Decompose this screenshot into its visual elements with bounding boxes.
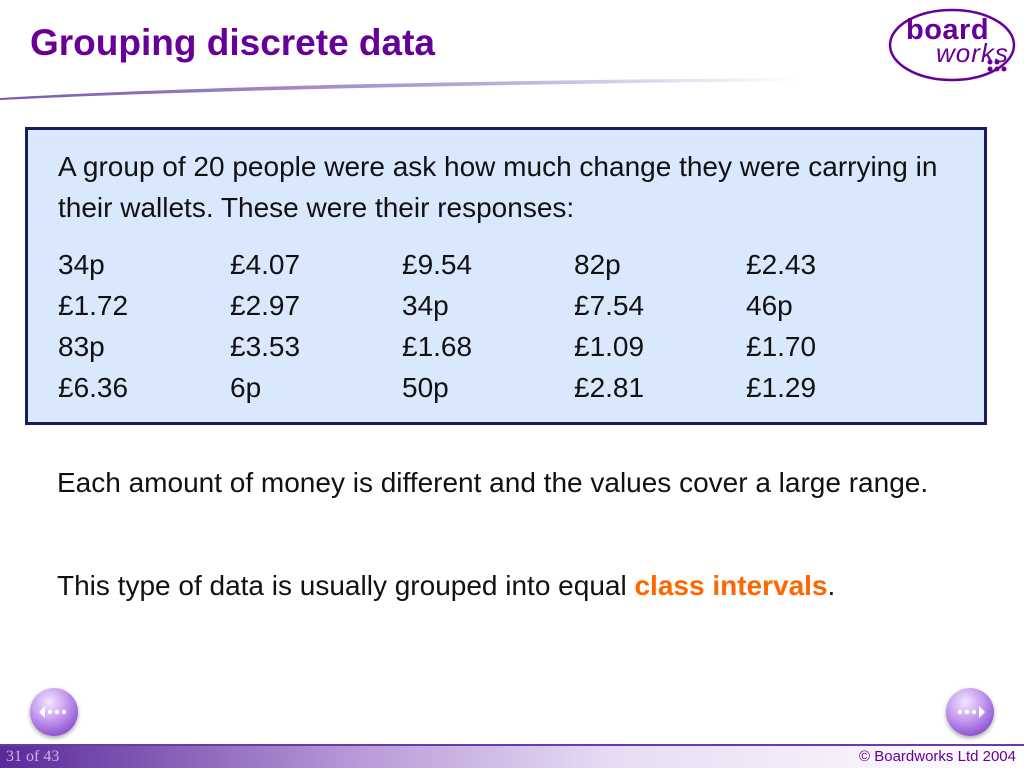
slide-title: Grouping discrete data — [30, 22, 436, 63]
response-value: 34p — [402, 290, 449, 321]
response-value: £6.36 — [58, 372, 129, 403]
response-value: £7.54 — [574, 290, 645, 321]
response-value: 34p — [58, 249, 105, 280]
paragraph-text: This type of data is usually grouped int… — [57, 570, 635, 601]
response-value: £1.72 — [58, 290, 129, 321]
title-underline — [0, 78, 800, 100]
copyright-notice: © Boardworks Ltd 2004 — [859, 748, 1016, 765]
response-value: 82p — [574, 249, 621, 280]
response-value: 83p — [58, 331, 105, 362]
response-value: £2.81 — [574, 372, 645, 403]
footer-divider — [0, 744, 1024, 746]
responses-grid: 34p £4.07 £9.54 82p £2.43 £1.72 £2.97 34… — [58, 244, 866, 408]
next-slide-button[interactable] — [946, 688, 994, 736]
footer-bar — [0, 746, 1024, 768]
boardworks-logo: board works — [886, 6, 1018, 84]
previous-slide-button[interactable] — [30, 688, 78, 736]
class-intervals-highlight: class intervals — [634, 570, 828, 601]
response-value: £1.29 — [746, 372, 817, 403]
response-value: £9.54 — [402, 249, 473, 280]
next-slide-icon — [957, 706, 985, 718]
paragraph-period: . — [827, 570, 836, 601]
response-value: 50p — [402, 372, 449, 403]
body-paragraph-class-intervals: This type of data is usually grouped int… — [57, 565, 977, 606]
logo-text-works: works — [936, 38, 1009, 68]
responses-box: A group of 20 people were ask how much c… — [25, 127, 987, 425]
logo-text-board: board — [906, 14, 990, 46]
response-value: £2.97 — [230, 290, 301, 321]
response-value: £4.07 — [230, 249, 301, 280]
response-value: £2.43 — [746, 249, 817, 280]
previous-slide-icon — [39, 706, 67, 718]
slide-number: 31 of 43 — [6, 748, 60, 765]
response-value: 46p — [746, 290, 793, 321]
response-value: £1.70 — [746, 331, 817, 362]
response-value: £1.68 — [402, 331, 473, 362]
response-value: £3.53 — [230, 331, 301, 362]
response-value: £1.09 — [574, 331, 645, 362]
responses-intro: A group of 20 people were ask how much c… — [58, 151, 938, 223]
response-value: 6p — [230, 372, 262, 403]
body-paragraph-range: Each amount of money is different and th… — [57, 467, 929, 498]
